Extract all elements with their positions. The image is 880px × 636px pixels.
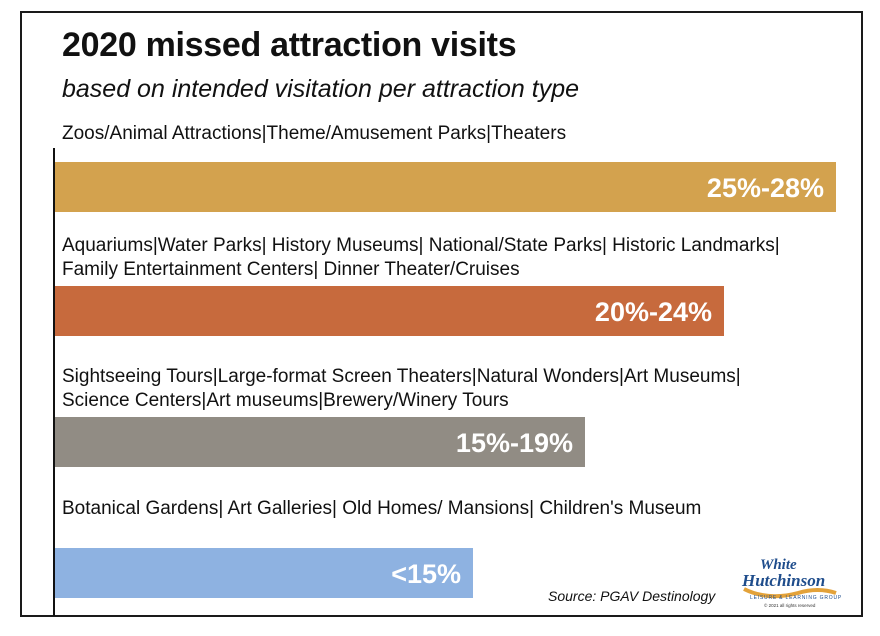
bar-data-label: 15%-19% bbox=[455, 428, 573, 458]
chart-frame bbox=[20, 11, 863, 617]
bar-data-label: 20%-24% bbox=[594, 297, 712, 327]
category-label: Sightseeing Tours|Large-format Screen Th… bbox=[62, 366, 741, 411]
category-axis-line bbox=[53, 148, 55, 616]
chart-title: 2020 missed attraction visits bbox=[62, 26, 517, 64]
bar-data-label: 25%-28% bbox=[706, 173, 824, 203]
bar: <15% bbox=[55, 548, 473, 598]
logo-line2: Hutchinson bbox=[741, 571, 825, 590]
bar: 20%-24% bbox=[55, 286, 724, 336]
logo-tagline: LEISURE & LEARNING GROUP bbox=[750, 595, 842, 601]
logo-copyright: © 2021 all rights reserved bbox=[764, 602, 816, 608]
source-note: Source: PGAV Destinology bbox=[548, 588, 716, 604]
bar-data-label: <15% bbox=[391, 559, 461, 589]
chart-subtitle: based on intended visitation per attract… bbox=[62, 75, 580, 103]
logo-line1: White bbox=[760, 557, 797, 573]
white-hutchinson-logo: White Hutchinson LEISURE & LEARNING GROU… bbox=[741, 557, 842, 608]
category-label: Zoos/Animal Attractions|Theme/Amusement … bbox=[62, 123, 567, 144]
bar: 25%-28% bbox=[55, 162, 836, 212]
category-label: Botanical Gardens| Art Galleries| Old Ho… bbox=[62, 498, 702, 519]
category-label: Aquariums|Water Parks| History Museums| … bbox=[62, 235, 780, 280]
bar: 15%-19% bbox=[55, 417, 585, 467]
